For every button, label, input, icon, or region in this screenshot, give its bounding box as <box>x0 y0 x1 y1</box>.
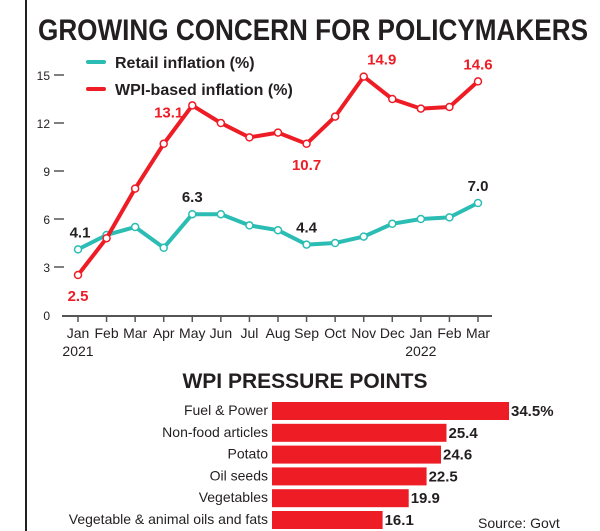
data-label: 7.0 <box>468 178 489 195</box>
data-point <box>416 104 426 113</box>
bar-value-label: 24.6 <box>443 447 472 464</box>
data-point <box>130 184 140 193</box>
data-point <box>388 219 397 229</box>
data-point <box>445 102 454 112</box>
legend-label: WPI-based inflation (%) <box>115 82 293 99</box>
bar-value-label: 22.5 <box>429 468 458 485</box>
x-tick-label: Jan <box>410 325 433 341</box>
x-tick-label: Apr <box>153 325 175 341</box>
x-tick-label: Mar <box>123 325 147 341</box>
data-point <box>330 238 340 248</box>
x-tick-label: Oct <box>324 325 346 341</box>
bar-value-label: 34.5% <box>511 403 554 420</box>
data-point <box>330 112 340 121</box>
bar-value-label: 25.4 <box>448 425 478 442</box>
data-point <box>359 232 368 241</box>
data-label: 14.6 <box>463 56 492 73</box>
data-point <box>473 198 483 208</box>
data-point <box>159 139 168 149</box>
source-note: Source: Govt <box>478 515 560 531</box>
data-label: 13.1 <box>154 104 183 121</box>
data-point <box>302 240 311 249</box>
bar <box>272 402 510 420</box>
data-point <box>473 77 483 86</box>
data-point <box>445 213 454 222</box>
bar-value-label: 16.1 <box>385 512 414 529</box>
bar-chart-title: WPI PRESSURE POINTS <box>182 370 427 393</box>
x-tick-label: Sep <box>294 325 319 341</box>
data-point <box>130 222 140 232</box>
y-tick-label: 0 <box>43 309 50 323</box>
x-tick-label: Aug <box>266 325 291 341</box>
year-label: 2022 <box>405 343 436 359</box>
bar-category-label: Vegetables <box>199 489 268 505</box>
bar <box>272 467 427 486</box>
data-point <box>188 101 197 110</box>
y-tick-label: 3 <box>43 261 50 275</box>
y-tick-label: 15 <box>37 69 51 83</box>
bar-category-label: Potato <box>228 446 269 462</box>
year-label: 2021 <box>62 343 93 359</box>
data-point <box>416 214 426 224</box>
bar-category-label: Oil seeds <box>210 467 268 483</box>
data-point <box>188 209 197 219</box>
data-label: 6.3 <box>182 189 203 206</box>
page-title: GROWING CONCERN FOR POLICYMAKERS <box>38 14 588 47</box>
x-tick-label: May <box>179 325 205 341</box>
bar-category-label: Non-food articles <box>162 424 268 440</box>
bar-chart: Fuel & Power 34.5% Non-food articles 25.4 Po… <box>69 402 554 529</box>
data-point <box>216 118 226 128</box>
x-tick-label: Mar <box>466 325 490 341</box>
data-point <box>245 133 254 142</box>
data-point <box>359 72 368 81</box>
data-label: 4.1 <box>70 224 91 241</box>
data-label: 10.7 <box>292 157 321 174</box>
x-tick-label: Feb <box>95 325 119 341</box>
x-tick-label: Feb <box>437 325 461 341</box>
data-label: 14.9 <box>367 52 396 69</box>
legend: Retail inflation (%) WPI-based inflation … <box>86 55 293 99</box>
data-label: 2.5 <box>68 288 89 305</box>
data-point <box>388 94 397 104</box>
bar <box>272 489 409 508</box>
y-tick-label: 12 <box>37 117 51 131</box>
x-tick-label: Dec <box>380 325 405 341</box>
data-point <box>273 128 283 137</box>
data-point <box>216 209 226 219</box>
legend-label: Retail inflation (%) <box>115 55 255 72</box>
data-point <box>73 270 83 280</box>
y-tick-label: 9 <box>43 165 50 179</box>
bar-value-label: 19.9 <box>411 490 440 507</box>
data-point <box>245 221 254 230</box>
bar <box>272 423 447 442</box>
x-tick-label: Jun <box>210 325 233 341</box>
y-tick-label: 6 <box>43 213 50 227</box>
bar <box>272 445 442 464</box>
data-point <box>73 245 83 254</box>
data-point <box>159 243 168 253</box>
x-tick-label: Jul <box>240 325 258 341</box>
data-point <box>102 233 111 243</box>
x-tick-label: Nov <box>351 325 376 341</box>
x-tick-label: Jan <box>67 325 90 341</box>
bar <box>272 511 383 529</box>
bar-category-label: Fuel & Power <box>184 402 268 418</box>
data-point <box>273 225 283 235</box>
data-point <box>302 139 311 149</box>
bar-category-label: Vegetable & animal oils and fats <box>69 511 268 527</box>
data-label: 4.4 <box>296 220 318 237</box>
